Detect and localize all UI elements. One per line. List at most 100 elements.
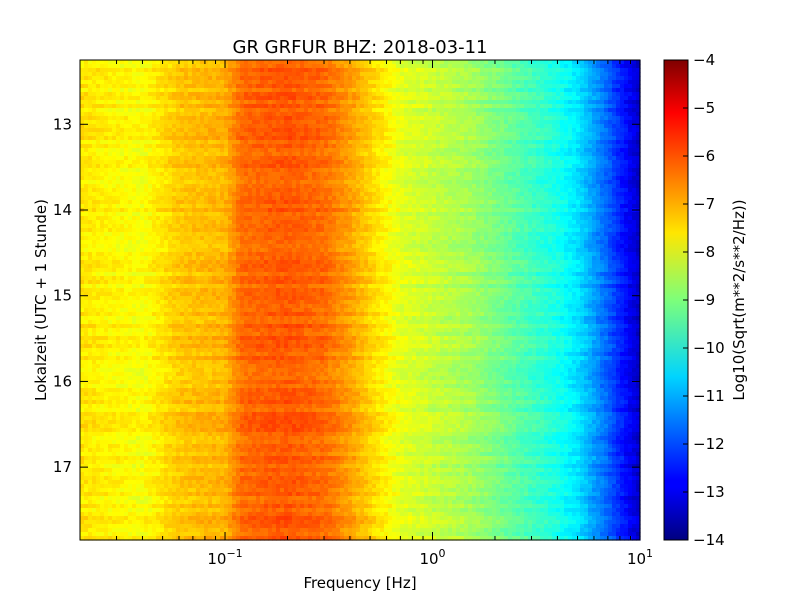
- heatmap-cell: [380, 64, 385, 69]
- heatmap-cell: [96, 144, 101, 149]
- heatmap-cell: [316, 180, 321, 185]
- heatmap-cell: [456, 128, 461, 133]
- heatmap-cell: [612, 132, 617, 137]
- heatmap-cell: [480, 104, 485, 109]
- heatmap-cell: [636, 84, 641, 89]
- heatmap-cell: [336, 180, 341, 185]
- heatmap-cell: [96, 132, 101, 137]
- heatmap-cell: [268, 152, 273, 157]
- heatmap-cell: [112, 132, 117, 137]
- heatmap-cell: [456, 116, 461, 121]
- heatmap-cell: [300, 144, 305, 149]
- heatmap-cell: [116, 100, 121, 105]
- heatmap-cell: [552, 176, 557, 181]
- heatmap-cell: [592, 96, 597, 101]
- heatmap-cell: [620, 124, 625, 129]
- heatmap-cell: [612, 128, 617, 133]
- heatmap-cell: [256, 60, 261, 65]
- heatmap-cell: [480, 108, 485, 113]
- heatmap-cell: [480, 64, 485, 69]
- heatmap-cell: [268, 92, 273, 97]
- heatmap-cell: [260, 180, 265, 185]
- heatmap-cell: [600, 80, 605, 85]
- heatmap-cell: [284, 148, 289, 153]
- heatmap-cell: [344, 92, 349, 97]
- heatmap-cell: [428, 72, 433, 77]
- heatmap-cell: [340, 104, 345, 109]
- heatmap-cell: [216, 184, 221, 189]
- heatmap-cell: [200, 168, 205, 173]
- heatmap-cell: [404, 160, 409, 165]
- heatmap-cell: [152, 112, 157, 117]
- heatmap-cell: [96, 112, 101, 117]
- heatmap-cell: [256, 192, 261, 197]
- heatmap-cell: [296, 172, 301, 177]
- heatmap-cell: [480, 68, 485, 73]
- heatmap-cell: [164, 128, 169, 133]
- heatmap-cell: [364, 124, 369, 129]
- heatmap-cell: [584, 60, 589, 65]
- heatmap-cell: [156, 108, 161, 113]
- heatmap-cell: [196, 64, 201, 69]
- heatmap-cell: [452, 168, 457, 173]
- heatmap-cell: [632, 120, 637, 125]
- heatmap-cell: [456, 124, 461, 129]
- heatmap-cell: [440, 176, 445, 181]
- heatmap-cell: [628, 120, 633, 125]
- heatmap-cell: [228, 120, 233, 125]
- heatmap-cell: [80, 120, 85, 125]
- heatmap-cell: [492, 188, 497, 193]
- heatmap-cell: [380, 152, 385, 157]
- heatmap-cell: [436, 108, 441, 113]
- heatmap-cell: [156, 132, 161, 137]
- heatmap-cell: [316, 144, 321, 149]
- heatmap-cell: [380, 176, 385, 181]
- heatmap-cell: [104, 104, 109, 109]
- heatmap-cell: [600, 144, 605, 149]
- heatmap-cell: [328, 80, 333, 85]
- heatmap-cell: [232, 96, 237, 101]
- heatmap-cell: [316, 108, 321, 113]
- heatmap-cell: [324, 196, 329, 201]
- heatmap-cell: [212, 144, 217, 149]
- heatmap-cell: [164, 184, 169, 189]
- heatmap-cell: [452, 132, 457, 137]
- heatmap-cell: [548, 184, 553, 189]
- heatmap-cell: [320, 128, 325, 133]
- heatmap-cell: [624, 76, 629, 81]
- heatmap-cell: [328, 68, 333, 73]
- heatmap-cell: [412, 136, 417, 141]
- heatmap-cell: [468, 132, 473, 137]
- heatmap-cell: [376, 188, 381, 193]
- heatmap-cell: [368, 200, 373, 205]
- heatmap-cell: [236, 140, 241, 145]
- heatmap-cell: [172, 136, 177, 141]
- heatmap-cell: [104, 128, 109, 133]
- heatmap-cell: [344, 88, 349, 93]
- heatmap-cell: [484, 136, 489, 141]
- heatmap-cell: [256, 176, 261, 181]
- heatmap-cell: [276, 192, 281, 197]
- heatmap-cell: [208, 180, 213, 185]
- heatmap-cell: [356, 128, 361, 133]
- heatmap-cell: [264, 124, 269, 129]
- heatmap-cell: [276, 92, 281, 97]
- heatmap-cell: [320, 72, 325, 77]
- heatmap-cell: [180, 192, 185, 197]
- heatmap-cell: [564, 180, 569, 185]
- heatmap-cell: [220, 104, 225, 109]
- heatmap-cell: [148, 160, 153, 165]
- heatmap-cell: [624, 92, 629, 97]
- heatmap-cell: [136, 140, 141, 145]
- heatmap-cell: [632, 196, 637, 201]
- heatmap-cell: [388, 160, 393, 165]
- heatmap-cell: [308, 176, 313, 181]
- heatmap-cell: [100, 88, 105, 93]
- heatmap-cell: [508, 184, 513, 189]
- heatmap-cell: [188, 112, 193, 117]
- heatmap-cell: [340, 68, 345, 73]
- heatmap-cell: [380, 88, 385, 93]
- heatmap-cell: [484, 72, 489, 77]
- heatmap-cell: [412, 152, 417, 157]
- heatmap-cell: [368, 112, 373, 117]
